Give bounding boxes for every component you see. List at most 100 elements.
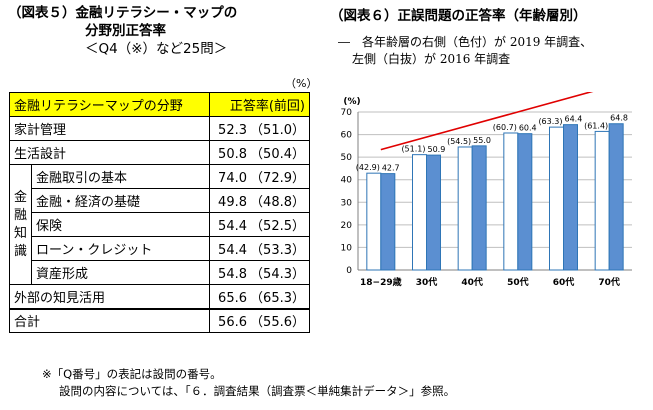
y-tick-label: 50 bbox=[341, 153, 353, 163]
y-tick-label: 10 bbox=[341, 243, 353, 253]
table-row: 金融知識金融取引の基本 74.0 （72.9） bbox=[9, 164, 310, 285]
rate-value: 56.6 bbox=[218, 315, 247, 331]
bar bbox=[549, 126, 564, 271]
table-row: 生活設計 50.8 （50.4） bbox=[9, 140, 310, 165]
rate-previous: （53.3） bbox=[250, 243, 305, 258]
literacy-table: 金融リテラシーマップの分野 正答率(前回) 家計管理 52.3 （51.0） 生活設計… bbox=[9, 92, 310, 333]
rate-value: 50.8 bbox=[218, 147, 247, 162]
group-label-char: 金 bbox=[13, 189, 27, 205]
group-label-char: 知 bbox=[13, 225, 27, 241]
rate-previous: （50.4） bbox=[250, 147, 305, 162]
table-header-row: 金融リテラシーマップの分野 正答率(前回) bbox=[9, 92, 310, 117]
field-label: 金融取引の基本 bbox=[31, 164, 210, 189]
bar bbox=[563, 124, 578, 271]
rate-previous: （72.9） bbox=[250, 171, 305, 186]
bar-value-label: 55.0 bbox=[473, 136, 491, 145]
field-label: 外部の知見活用 bbox=[9, 284, 210, 309]
rate-value: 74.0 bbox=[218, 171, 247, 186]
rate-previous: （54.3） bbox=[250, 267, 305, 282]
rate-cell: 54.4 （53.3） bbox=[209, 236, 310, 261]
group-label-char: 識 bbox=[13, 243, 27, 259]
chart-note: ― 各年齢層の右側（色付）が 2019 年調査、 左側（白抜）が 2016 年調… bbox=[338, 34, 592, 68]
right-figure-title: （図表６）正誤問題の正答率（年齢層別） bbox=[330, 8, 587, 24]
field-label: 合計 bbox=[9, 307, 210, 333]
y-unit-label: (%) bbox=[343, 97, 360, 107]
field-label: 資産形成 bbox=[31, 260, 210, 285]
rate-cell: 54.4 （52.5） bbox=[209, 212, 310, 237]
rate-previous: （48.8） bbox=[250, 195, 305, 210]
field-label: 保険 bbox=[31, 212, 210, 237]
y-tick-label: 30 bbox=[341, 198, 353, 208]
bar bbox=[412, 154, 427, 271]
bar bbox=[471, 145, 487, 271]
chart-note-line2: 左側（白抜）が 2016 年調査 bbox=[352, 52, 511, 66]
field-label: 金融・経済の基礎 bbox=[31, 188, 210, 213]
rate-cell: 65.6 （65.3） bbox=[209, 284, 310, 309]
header-rate: 正答率(前回) bbox=[209, 92, 310, 117]
table-row: 家計管理 52.3 （51.0） bbox=[9, 116, 310, 141]
rate-value: 49.8 bbox=[218, 195, 247, 210]
bar-value-label: (60.7) bbox=[493, 123, 517, 132]
table-row: 金融・経済の基礎 49.8 （48.8） bbox=[10, 188, 310, 213]
bar bbox=[426, 154, 441, 271]
group-label-char: 融 bbox=[13, 207, 27, 223]
rate-cell: 74.0 （72.9） bbox=[209, 164, 310, 189]
rate-value: 54.8 bbox=[218, 267, 247, 282]
field-label: ローン・クレジット bbox=[31, 236, 210, 261]
table-row: 外部の知見活用 65.6 （65.3） bbox=[9, 284, 310, 309]
x-tick-label: 18−29歳 bbox=[360, 276, 402, 288]
bar-value-label: (61.4) bbox=[584, 121, 608, 130]
bar-value-label: (63.3) bbox=[538, 117, 562, 126]
bar-value-label: 64.4 bbox=[565, 115, 583, 124]
table-unit-label: （%） bbox=[285, 77, 318, 90]
x-tick-label: 50代 bbox=[507, 276, 529, 288]
rate-value: 52.3 bbox=[218, 123, 247, 138]
rate-cell: 56.6 （55.6） bbox=[209, 307, 310, 333]
rate-value: 54.4 bbox=[218, 219, 247, 234]
group-label-financial-knowledge: 金融知識 bbox=[9, 164, 32, 285]
bar-value-label: 60.4 bbox=[519, 124, 537, 133]
header-field: 金融リテラシーマップの分野 bbox=[9, 92, 210, 117]
bar bbox=[517, 133, 533, 271]
left-figure-title: （図表５）金融リテラシー・マップの 分野別正答率 ＜Q4（※）など25問＞ bbox=[8, 4, 237, 58]
rate-value: 65.6 bbox=[218, 290, 247, 306]
x-tick-label: 30代 bbox=[416, 276, 438, 288]
x-tick-label: 70代 bbox=[598, 276, 620, 288]
bar-value-label: (51.1) bbox=[401, 145, 425, 154]
field-label: 生活設計 bbox=[9, 140, 210, 165]
bar bbox=[503, 132, 519, 271]
bar bbox=[457, 146, 473, 271]
rate-cell: 52.3 （51.0） bbox=[209, 116, 310, 141]
field-label: 家計管理 bbox=[9, 116, 210, 141]
rate-cell: 49.8 （48.8） bbox=[209, 188, 310, 213]
x-tick-label: 60代 bbox=[553, 276, 575, 288]
x-tick-label: 40代 bbox=[461, 276, 483, 288]
bar bbox=[380, 173, 396, 271]
bar bbox=[594, 130, 610, 271]
y-tick-label: 20 bbox=[341, 221, 353, 231]
y-tick-label: 0 bbox=[346, 266, 352, 276]
bar-value-label: (54.5) bbox=[447, 137, 471, 146]
footnote-line2: 設問の内容については、「６．調査結果（調査票＜単純集計データ＞」参照。 bbox=[59, 384, 456, 398]
bar-value-label: 42.7 bbox=[382, 164, 400, 173]
bar bbox=[366, 172, 382, 271]
bar bbox=[608, 123, 624, 271]
footnote-line1: ※「Q番号」の表記は設問の番号。 bbox=[42, 367, 222, 381]
chart-note-line1: ― 各年齢層の右側（色付）が 2019 年調査、 bbox=[338, 35, 593, 49]
rate-previous: （51.0） bbox=[250, 123, 305, 138]
left-title-line3: ＜Q4（※）など25問＞ bbox=[85, 41, 228, 57]
table-row: 保険 54.4 （52.5） bbox=[10, 212, 310, 237]
bar-value-label: 50.9 bbox=[428, 145, 446, 154]
bar-value-label: 64.8 bbox=[610, 114, 628, 123]
rate-value: 54.4 bbox=[218, 243, 247, 258]
rate-previous: （65.3） bbox=[250, 290, 305, 306]
rate-previous: （52.5） bbox=[250, 219, 305, 234]
rate-cell: 50.8 （50.4） bbox=[209, 140, 310, 165]
y-tick-label: 70 bbox=[341, 108, 353, 118]
table-row: 合計 56.6 （55.6） bbox=[9, 307, 310, 333]
left-title-line2: 分野別正答率 bbox=[85, 23, 166, 39]
bar-value-label: (42.9) bbox=[356, 163, 380, 172]
y-tick-label: 40 bbox=[341, 176, 353, 186]
rate-cell: 54.8 （54.3） bbox=[209, 260, 310, 285]
trend-arrow-line bbox=[380, 92, 594, 151]
